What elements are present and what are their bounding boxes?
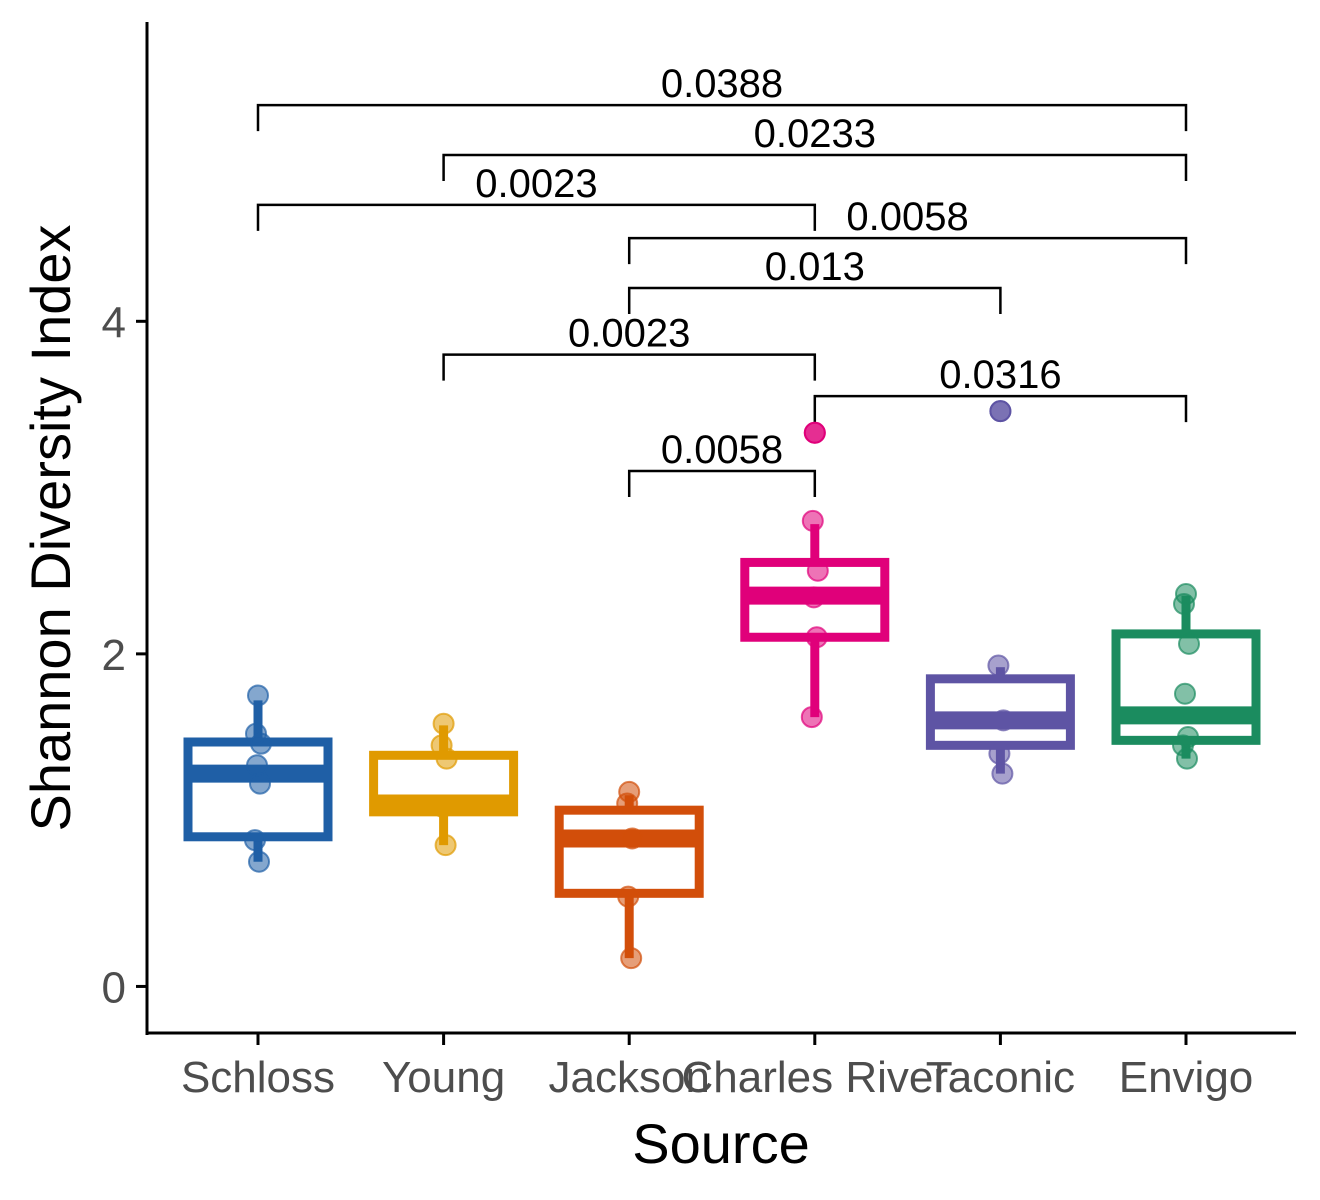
data-point (431, 795, 454, 818)
data-point (1178, 632, 1200, 655)
bracket-line (256, 103, 1188, 132)
data-point (246, 754, 268, 777)
data-point (802, 586, 825, 609)
p-value-label: 0.0023 (475, 162, 597, 206)
comparison-bracket: 0.0058 (627, 428, 817, 497)
p-value-label: 0.0023 (568, 312, 690, 356)
data-point (250, 732, 272, 755)
box-jackson (554, 795, 704, 959)
comparison-bracket: 0.0316 (813, 353, 1188, 423)
comparison-bracket: 0.0023 (256, 162, 817, 231)
x-tick-label: Schloss (181, 1053, 335, 1102)
data-point (621, 827, 644, 850)
bracket-line (627, 469, 817, 497)
data-point (987, 654, 1010, 677)
x-tick-label: Young (382, 1053, 505, 1102)
data-point (432, 712, 455, 735)
data-points (244, 400, 1200, 970)
p-value-label: 0.0058 (846, 195, 968, 239)
data-point (434, 834, 457, 857)
data-point (1173, 592, 1195, 615)
data-point (801, 509, 824, 532)
x-axis-title: Source (632, 1112, 809, 1175)
y-tick-label: 2 (102, 631, 126, 680)
p-value-label: 0.013 (765, 245, 865, 289)
data-point (805, 626, 828, 649)
comparison-bracket: 0.0023 (442, 312, 817, 381)
bracket-line (813, 394, 1188, 423)
data-point (988, 742, 1011, 765)
bracket-line (627, 236, 1188, 265)
x-tick-label: Envigo (1119, 1053, 1254, 1102)
comparison-bracket: 0.0233 (442, 112, 1188, 182)
data-point (803, 421, 826, 444)
data-point (800, 706, 823, 729)
bracket-line (442, 353, 817, 381)
data-point (620, 947, 643, 970)
data-point (616, 792, 639, 815)
p-value-label: 0.0233 (754, 112, 876, 156)
bracket-line (627, 286, 1002, 315)
box-body (554, 805, 704, 898)
comparison-bracket: 0.0058 (627, 195, 1188, 265)
x-tick-label: Taconic (926, 1053, 1075, 1102)
data-point (1174, 682, 1196, 705)
axes (145, 22, 1296, 1035)
p-value-label: 0.0388 (661, 62, 783, 106)
p-value-label: 0.0058 (661, 428, 783, 472)
data-point (249, 772, 271, 795)
y-tick-label: 0 (102, 963, 126, 1012)
x-tick-label: Charles River (682, 1053, 949, 1102)
data-point (247, 684, 269, 707)
y-tick-label: 4 (102, 298, 126, 347)
data-point (989, 400, 1012, 423)
data-point (991, 762, 1014, 785)
data-point (617, 885, 640, 908)
box-series (183, 400, 1261, 959)
x-tick-label: Jackson (548, 1053, 709, 1102)
p-value-label: 0.0316 (939, 353, 1061, 397)
data-point (992, 709, 1015, 732)
data-point (435, 747, 458, 770)
comparison-bracket: 0.013 (627, 245, 1002, 315)
bracket-line (442, 153, 1188, 182)
bracket-line (256, 203, 817, 231)
y-axis-title: Shannon Diversity Index (19, 224, 82, 831)
data-point (806, 559, 829, 582)
data-point (248, 850, 270, 873)
comparison-bracket: 0.0388 (256, 62, 1188, 132)
data-point (244, 829, 266, 852)
data-point (1176, 747, 1198, 770)
comparison-brackets: 0.0388 0.0233 0.0023 0.0058 0.013 0.0023 0.031… (256, 62, 1188, 497)
